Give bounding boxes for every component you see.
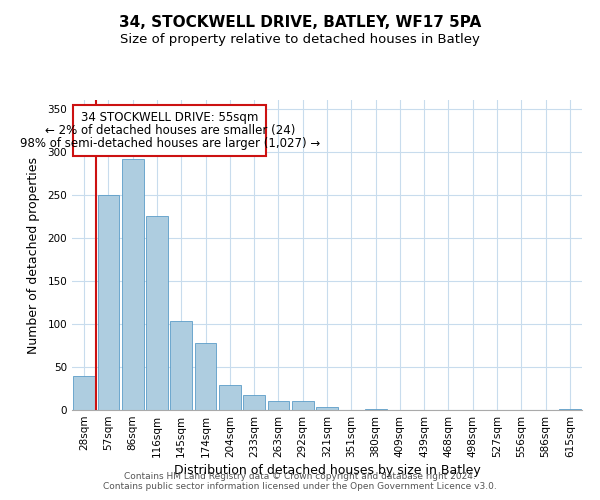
Text: ← 2% of detached houses are smaller (24): ← 2% of detached houses are smaller (24) — [44, 124, 295, 137]
Text: 34, STOCKWELL DRIVE, BATLEY, WF17 5PA: 34, STOCKWELL DRIVE, BATLEY, WF17 5PA — [119, 15, 481, 30]
Text: Contains public sector information licensed under the Open Government Licence v3: Contains public sector information licen… — [103, 482, 497, 491]
FancyBboxPatch shape — [73, 105, 266, 156]
Bar — [268, 400, 289, 410]
Text: Contains HM Land Registry data © Crown copyright and database right 2024.: Contains HM Land Registry data © Crown c… — [124, 472, 476, 481]
Bar — [243, 394, 265, 410]
Bar — [146, 216, 168, 410]
Y-axis label: Number of detached properties: Number of detached properties — [28, 156, 40, 354]
Text: Size of property relative to detached houses in Batley: Size of property relative to detached ho… — [120, 32, 480, 46]
Bar — [194, 343, 217, 410]
Text: 34 STOCKWELL DRIVE: 55sqm: 34 STOCKWELL DRIVE: 55sqm — [81, 112, 259, 124]
Bar — [170, 322, 192, 410]
Bar — [316, 406, 338, 410]
Bar — [219, 385, 241, 410]
Bar — [97, 194, 119, 410]
Text: 98% of semi-detached houses are larger (1,027) →: 98% of semi-detached houses are larger (… — [20, 137, 320, 150]
Bar — [365, 409, 386, 410]
Bar — [122, 160, 143, 410]
Bar — [292, 402, 314, 410]
Bar — [559, 409, 581, 410]
X-axis label: Distribution of detached houses by size in Batley: Distribution of detached houses by size … — [173, 464, 481, 477]
Bar — [73, 376, 95, 410]
